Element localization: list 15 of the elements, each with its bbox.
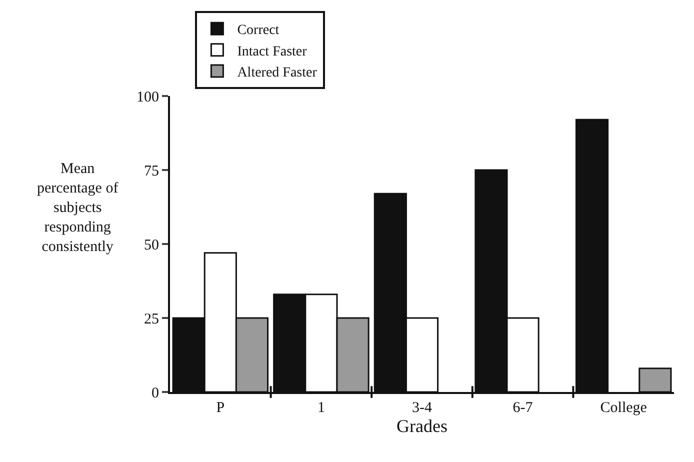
y-tick-label: 0 [152,385,159,402]
legend-label: Intact Faster [237,44,308,60]
x-tick-label: 6-7 [512,400,534,416]
legend-label: Correct [237,23,280,38]
x-tick-label: 1 [317,400,325,416]
x-tick-label: P [216,400,225,416]
y-tick-label: 50 [144,237,159,254]
x-axis-title: Grades [396,416,448,436]
legend-label: Altered Faster [237,66,318,81]
x-tick-label: College [600,400,648,416]
y-axis-title: Mean percentage of subjects responding consistently [37,161,118,255]
y-tick-label: 100 [136,89,159,106]
y-tick-label: 75 [144,163,159,180]
x-tick-label: 3-4 [412,400,432,416]
y-tick-label: 25 [144,311,159,328]
